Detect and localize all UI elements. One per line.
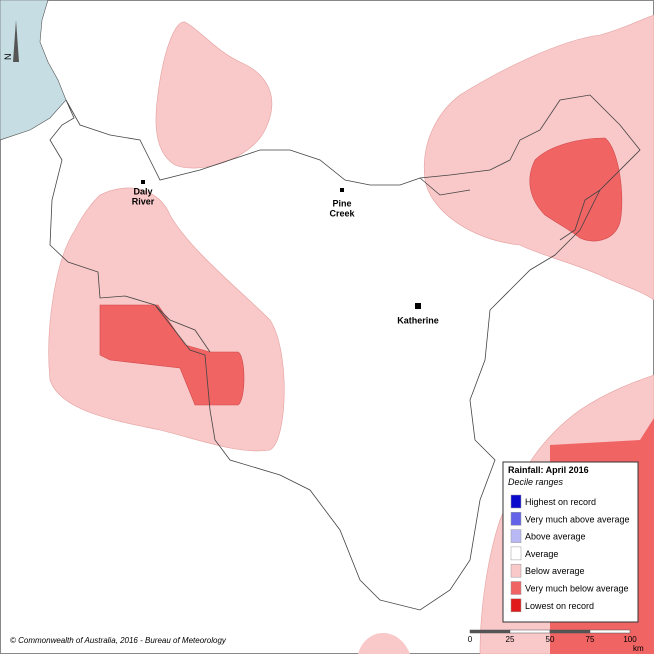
place-label: River [132, 196, 155, 206]
scale-tick-label: 50 [546, 635, 555, 644]
legend-swatch [510, 563, 522, 578]
place-label: Creek [329, 208, 355, 218]
legend-label: Above average [525, 532, 586, 542]
scale-tick-label: 25 [506, 635, 515, 644]
legend-swatch [510, 598, 522, 613]
legend-label: Very much above average [525, 514, 630, 524]
legend-swatch [510, 512, 522, 526]
sub-boundary [154, 177, 601, 353]
scale-segment [509, 629, 551, 634]
legend-label: Average [525, 549, 558, 559]
copyright: © Commonwealth of Australia, 2016 - Bure… [10, 636, 227, 645]
scale-segment [549, 629, 591, 634]
place-label: Daly [133, 186, 152, 196]
legend-swatch [510, 494, 522, 509]
legend-swatch [510, 546, 522, 561]
place-marker [141, 180, 145, 184]
legend-swatch [510, 529, 522, 543]
legend-subtitle: Decile ranges [508, 477, 564, 487]
place-label: Pine [332, 198, 351, 208]
scale-tick-label: 0 [468, 635, 473, 644]
place-marker [415, 303, 421, 309]
very-much-below-area [99, 304, 245, 406]
north-arrow: N [3, 20, 19, 62]
catchment-boundary [49, 94, 641, 611]
scale-tick-label: 75 [586, 635, 595, 644]
legend: Rainfall: April 2016 Decile ranges Highe… [502, 461, 639, 623]
place-label: Katherine [397, 315, 439, 325]
legend-label: Highest on record [525, 497, 596, 507]
legend-swatch [510, 581, 522, 595]
legend-title: Rainfall: April 2016 [508, 465, 589, 475]
north-arrow-shape [13, 20, 19, 62]
legend-label: Below average [525, 566, 585, 576]
north-label: N [3, 54, 13, 61]
very-much-below-area [529, 137, 623, 242]
below-average-area [358, 632, 410, 654]
scale-segment [589, 629, 631, 634]
place-marker [340, 188, 344, 192]
legend-box [502, 461, 639, 623]
legend-label: Very much below average [525, 584, 629, 594]
scale-tick-label: 100 [623, 635, 637, 644]
legend-label: Lowest on record [525, 601, 594, 611]
scale-segment [469, 629, 511, 634]
scale-unit: km [633, 644, 644, 653]
legend-items: Highest on record Very much above average… [510, 494, 630, 613]
